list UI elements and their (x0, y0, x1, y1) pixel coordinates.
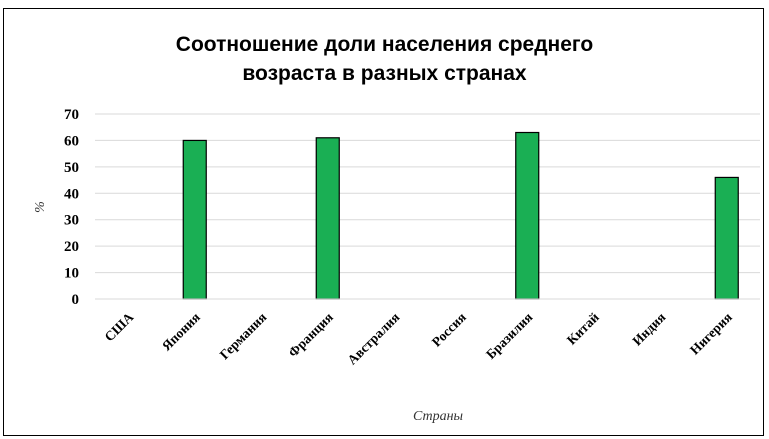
bar (515, 131, 540, 300)
y-axis-ticks: 0 10 20 30 40 50 60 70 (64, 107, 79, 308)
chart-title: Соотношение доли населения среднего возр… (175, 33, 594, 85)
bars (182, 131, 739, 300)
x-tick-label: США (101, 309, 136, 344)
x-tick-label: Германия (217, 310, 270, 363)
y-tick-label: 30 (64, 213, 79, 229)
y-tick-label: 20 (64, 239, 79, 255)
x-tick-label: Япония (159, 310, 203, 354)
bar (714, 176, 739, 300)
x-tick-label: Индия (629, 310, 668, 349)
x-tick-label: Китай (564, 309, 602, 347)
x-tick-label: Франция (285, 310, 336, 361)
bar (315, 137, 340, 300)
x-tick-label: Россия (429, 310, 469, 350)
x-axis-title: Страны (413, 409, 463, 424)
x-tick-label: Нигерия (687, 310, 735, 358)
y-tick-label: 0 (72, 292, 80, 308)
x-tick-label: Австралия (344, 310, 402, 368)
y-tick-label: 70 (64, 107, 79, 123)
chart-frame (3, 8, 764, 436)
y-tick-label: 10 (64, 266, 79, 282)
x-axis-ticks: США Япония Германия Франция Австралия Россия Б… (101, 309, 734, 367)
y-tick-label: 40 (64, 186, 79, 202)
y-tick-label: 50 (64, 160, 79, 176)
bar (182, 139, 207, 300)
x-tick-label: Бразилия (483, 310, 535, 362)
y-axis-title: % (33, 201, 48, 213)
y-tick-label: 60 (64, 133, 79, 149)
